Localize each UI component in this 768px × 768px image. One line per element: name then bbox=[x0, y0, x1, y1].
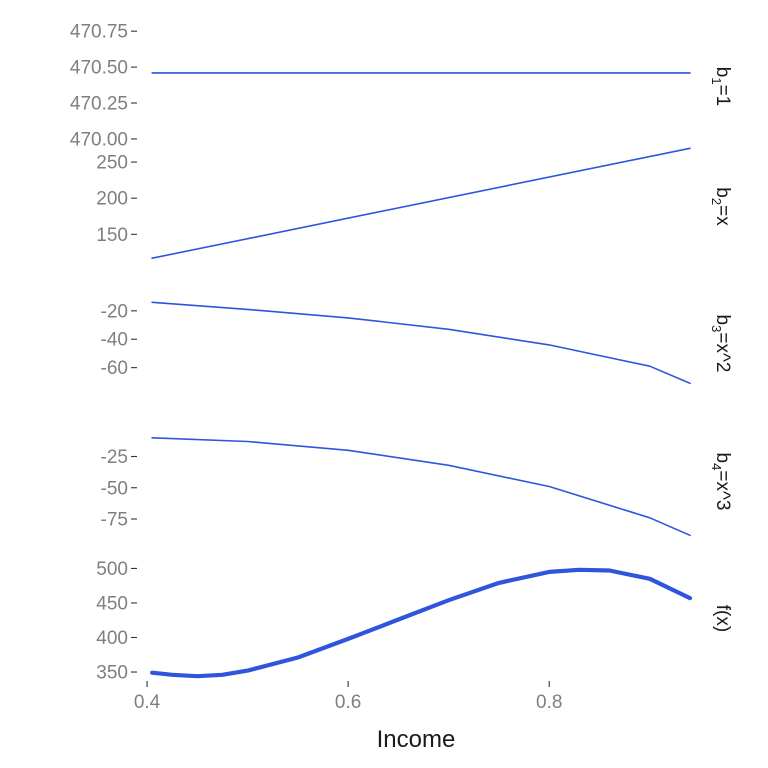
series-line bbox=[151, 436, 691, 537]
strip-label-subscript: 4 bbox=[709, 463, 724, 470]
y-tick-label: 200 bbox=[96, 189, 128, 210]
x-tick-label: 0.6 bbox=[335, 692, 361, 713]
y-tick-label: -75 bbox=[101, 510, 128, 531]
series-line bbox=[150, 567, 693, 679]
y-tick-label: 470.00 bbox=[70, 129, 128, 150]
strip-label-subscript: 3 bbox=[709, 325, 724, 332]
y-tick-label: 470.75 bbox=[70, 22, 128, 43]
strip-label-rest: =x^2 bbox=[712, 332, 733, 372]
y-tick-label: 150 bbox=[96, 225, 128, 246]
strip-label: f(x) bbox=[712, 605, 733, 632]
panels-layer: 470.75470.50470.25470.00b1=1250200150b2=… bbox=[70, 22, 733, 684]
y-tick-label: -60 bbox=[101, 358, 128, 379]
x-axis: 0.4 0.6 0.8 bbox=[134, 681, 562, 713]
panel-1: 470.75 470.50 470.25 470.00 b1=1 bbox=[70, 22, 733, 151]
y-tick-label: 450 bbox=[96, 593, 128, 614]
y-tick-label: -40 bbox=[101, 330, 128, 351]
strip-label-subscript: 1 bbox=[709, 77, 724, 84]
y-tick-label: 400 bbox=[96, 628, 128, 649]
x-tick-label: 0.4 bbox=[134, 692, 161, 713]
y-tick-label: 500 bbox=[96, 559, 128, 580]
strip-label: b1=1 bbox=[709, 67, 733, 106]
series-line bbox=[151, 147, 691, 260]
strip-label-base: b bbox=[712, 453, 733, 464]
y-tick-label: 470.50 bbox=[70, 58, 128, 79]
strip-label-subscript: 2 bbox=[709, 198, 724, 205]
y-tick-label: 350 bbox=[96, 663, 128, 684]
strip-label-base: b bbox=[712, 67, 733, 78]
strip-label: b4=x^3 bbox=[709, 453, 733, 511]
y-tick-label: 250 bbox=[96, 153, 128, 174]
y-tick-label: 470.25 bbox=[70, 94, 128, 115]
strip-label: b3=x^2 bbox=[709, 315, 733, 373]
panel-4: -25 -50 -75 b4=x^3 bbox=[101, 436, 733, 537]
y-tick-label: -25 bbox=[101, 447, 128, 468]
y-tick-label: -50 bbox=[101, 478, 128, 499]
panel-5: 500 450 400 350 f(x) bbox=[96, 559, 733, 684]
panel-3: -20 -40 -60 b3=x^2 bbox=[101, 301, 733, 385]
series-line bbox=[151, 301, 691, 385]
panel-2: 250 200 150 b2=x bbox=[96, 147, 733, 260]
x-tick-label: 0.8 bbox=[536, 692, 562, 713]
strip-label-base: b bbox=[712, 187, 733, 198]
x-axis-title: Income bbox=[377, 726, 456, 753]
strip-label-base: b bbox=[712, 315, 733, 326]
strip-label-base: f(x) bbox=[712, 605, 733, 632]
strip-label-rest: =x^3 bbox=[712, 470, 733, 510]
strip-label-rest: =1 bbox=[712, 85, 733, 107]
y-tick-label: -20 bbox=[101, 301, 128, 322]
strip-label: b2=x bbox=[709, 187, 733, 226]
strip-label-rest: =x bbox=[712, 205, 733, 226]
